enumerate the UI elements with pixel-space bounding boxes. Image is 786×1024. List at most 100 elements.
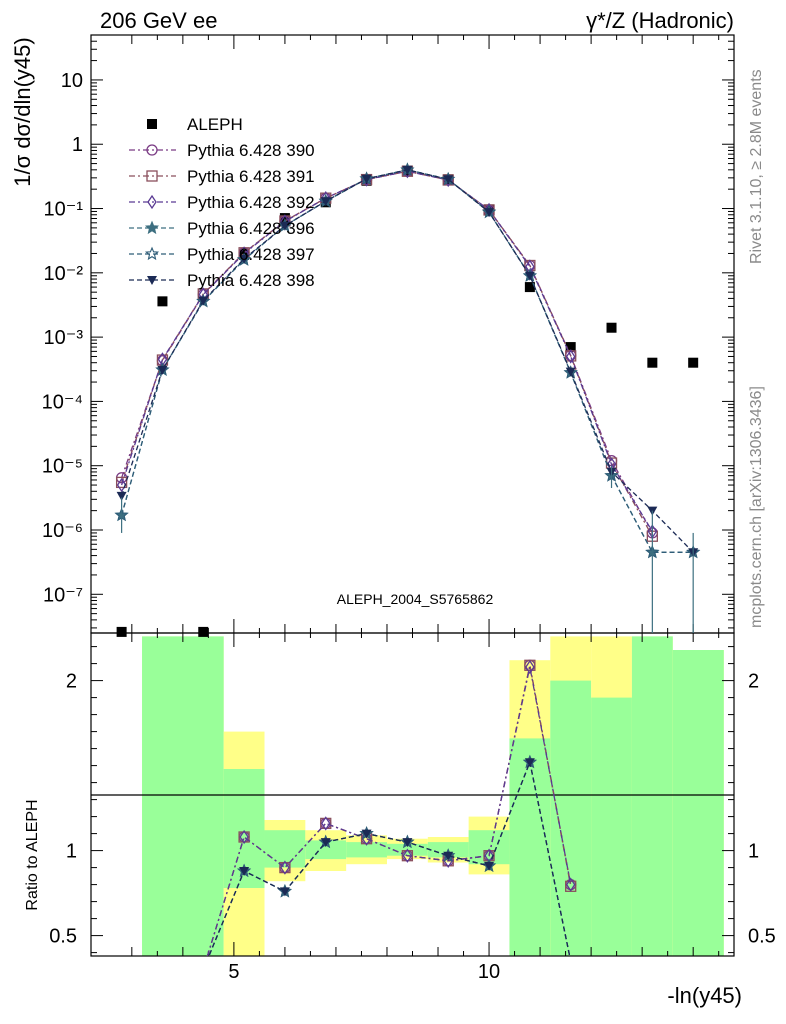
legend-label: Pythia 6.428 390 — [187, 141, 315, 160]
legend-label: Pythia 6.428 398 — [187, 271, 315, 290]
main-point-0 — [198, 626, 209, 637]
header-right: γ*/Z (Hadronic) — [586, 8, 734, 33]
main-ytick-label: 10⁻⁵ — [42, 456, 83, 478]
ratio-point-2 — [239, 829, 249, 845]
legend-entry-4: Pythia 6.428 396 — [129, 219, 315, 238]
main-ytick-label: 10⁻¹ — [44, 199, 84, 221]
ratio-point-2 — [320, 816, 331, 831]
main-point-0 — [279, 213, 290, 224]
ratio-point-5 — [484, 861, 495, 871]
legend-entry-3: Pythia 6.428 392 — [129, 193, 315, 212]
legend-marker — [144, 246, 160, 261]
ratio-point-2 — [402, 848, 413, 863]
legend-label: Pythia 6.428 397 — [187, 245, 315, 264]
main-point-6 — [198, 296, 209, 306]
main-point-0 — [688, 357, 699, 368]
legend-marker — [146, 144, 158, 156]
main-point-0 — [606, 322, 617, 333]
analysis-watermark: ALEPH_2004_S5765862 — [337, 591, 494, 607]
main-point-0 — [647, 357, 658, 368]
legend-label: Pythia 6.428 396 — [187, 219, 315, 238]
legend-label: Pythia 6.428 391 — [187, 167, 315, 186]
ratio-ylabel: Ratio to ALEPH — [24, 799, 41, 910]
main-point-6 — [116, 491, 127, 501]
main-ytick-label: 10⁻⁴ — [42, 391, 83, 413]
rivet-label: Rivet 3.1.10, ≥ 2.8M events — [748, 69, 765, 264]
main-ytick-label: 10⁻² — [44, 263, 84, 285]
legend-label: Pythia 6.428 392 — [187, 193, 315, 212]
band-green-0 — [142, 636, 224, 956]
x-tick-label: 10 — [478, 961, 500, 983]
ratio-point-5 — [402, 838, 413, 848]
band-green-8 — [509, 738, 551, 956]
legend-entry-1: Pythia 6.428 390 — [129, 141, 315, 160]
main-error-bars — [121, 465, 694, 633]
band-green-10 — [591, 697, 632, 956]
main-series-line-3 — [121, 170, 653, 532]
legend-marker — [144, 220, 160, 235]
main-point-2 — [115, 476, 128, 489]
band-green-4 — [346, 842, 387, 858]
main-series — [114, 162, 701, 637]
main-point-3 — [116, 477, 127, 493]
main-ytick-label: 10 — [61, 70, 83, 92]
ratio-ytick-label-right: 2 — [748, 671, 759, 693]
x-axis-label: -ln(y45) — [667, 983, 742, 1008]
main-point-6 — [320, 197, 331, 207]
ratio-ytick-label-right: 0.5 — [748, 926, 776, 948]
x-tick-label: 5 — [228, 961, 239, 983]
ratio-series — [206, 659, 577, 956]
header-left: 206 GeV ee — [100, 8, 217, 33]
ratio-point-2 — [280, 860, 290, 875]
main-ytick-label: 10⁻⁷ — [43, 584, 83, 606]
ratio-point-5 — [361, 829, 372, 839]
main-point-6 — [279, 221, 290, 231]
legend-entry-6: Pythia 6.428 398 — [129, 271, 315, 290]
band-green-11 — [631, 636, 673, 956]
ratio-point-5 — [239, 867, 250, 876]
legend-marker — [147, 276, 157, 285]
legend-marker — [147, 119, 157, 129]
ratio-point-5 — [279, 887, 290, 897]
ratio-bands — [142, 636, 724, 956]
ratio-y-ticks: 0.5 0.5 1 1 2 2 — [49, 646, 776, 954]
main-point-6 — [157, 365, 168, 375]
main-point-0 — [565, 342, 576, 353]
main-point-3 — [565, 349, 576, 364]
legend: ALEPH Pythia 6.428 390 Pythia 6.428 391 Pyt… — [129, 115, 315, 290]
main-point-6 — [239, 254, 250, 264]
main-point-6 — [361, 174, 372, 184]
main-point-0 — [116, 626, 127, 637]
main-ylabel-text: 1/σ dσ/dln(y45) — [10, 37, 35, 186]
ratio-point-2 — [565, 877, 576, 892]
x-ticks: 5 10 — [131, 35, 720, 983]
mcplots-label: mcplots.cern.ch [arXiv:1306.3436] — [748, 386, 765, 628]
ratio-series-5 — [208, 758, 571, 956]
main-point-6 — [565, 367, 576, 377]
ratio-ytick-label: 2 — [66, 671, 77, 693]
main-point-0 — [157, 296, 168, 307]
main-ytick-label: 10⁻⁶ — [42, 520, 83, 542]
main-ylabel: 1/σ dσ/dln(y45) — [10, 37, 35, 186]
main-point-0 — [524, 282, 535, 293]
main-point-6 — [402, 165, 413, 175]
main-ytick-label: 10⁻³ — [44, 327, 84, 349]
ratio-point-5 — [320, 838, 331, 848]
legend-marker — [146, 170, 158, 182]
band-green-7 — [468, 830, 510, 865]
ratio-series-line-2 — [206, 666, 572, 956]
legend-marker — [147, 194, 157, 210]
ratio-ytick-label: 0.5 — [49, 926, 77, 948]
main-point-6 — [524, 271, 535, 281]
main-y-ticks: 10⁻⁷ 10⁻⁶ 10⁻⁵ 10⁻⁴ 10⁻³ 10⁻² 10⁻¹ 1 10 — [42, 34, 734, 629]
main-ytick-label: 1 — [72, 134, 83, 156]
main-series-line-5 — [120, 169, 694, 553]
band-green-12 — [672, 650, 724, 956]
ratio-point-5 — [443, 851, 454, 861]
legend-entry-5: Pythia 6.428 397 — [129, 245, 315, 264]
ratio-series-line-5 — [208, 759, 571, 956]
band-green-9 — [550, 680, 592, 956]
ratio-point-2 — [525, 659, 535, 675]
ratio-point-5 — [524, 758, 535, 768]
ratio-ytick-label-right: 1 — [748, 841, 759, 863]
